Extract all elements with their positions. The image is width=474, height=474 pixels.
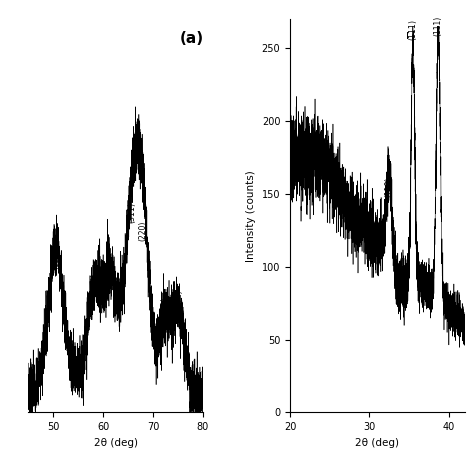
- Text: (a): (a): [180, 31, 204, 46]
- Text: (110): (110): [385, 176, 394, 197]
- Text: ($\overline{3}$11): ($\overline{3}$11): [125, 202, 139, 224]
- Text: (311): (311): [161, 296, 170, 317]
- Text: (202): (202): [90, 272, 99, 292]
- X-axis label: 2θ (deg): 2θ (deg): [356, 438, 399, 447]
- Text: (004): (004): [174, 289, 183, 310]
- Text: ($\overline{1}$11): ($\overline{1}$11): [406, 19, 420, 41]
- Text: (111): (111): [434, 16, 443, 36]
- Text: (020): (020): [51, 248, 60, 269]
- Text: (113): (113): [106, 262, 115, 283]
- Y-axis label: Intensity (counts): Intensity (counts): [246, 170, 256, 262]
- Text: (220): (220): [138, 221, 147, 241]
- X-axis label: 2θ (deg): 2θ (deg): [94, 438, 137, 447]
